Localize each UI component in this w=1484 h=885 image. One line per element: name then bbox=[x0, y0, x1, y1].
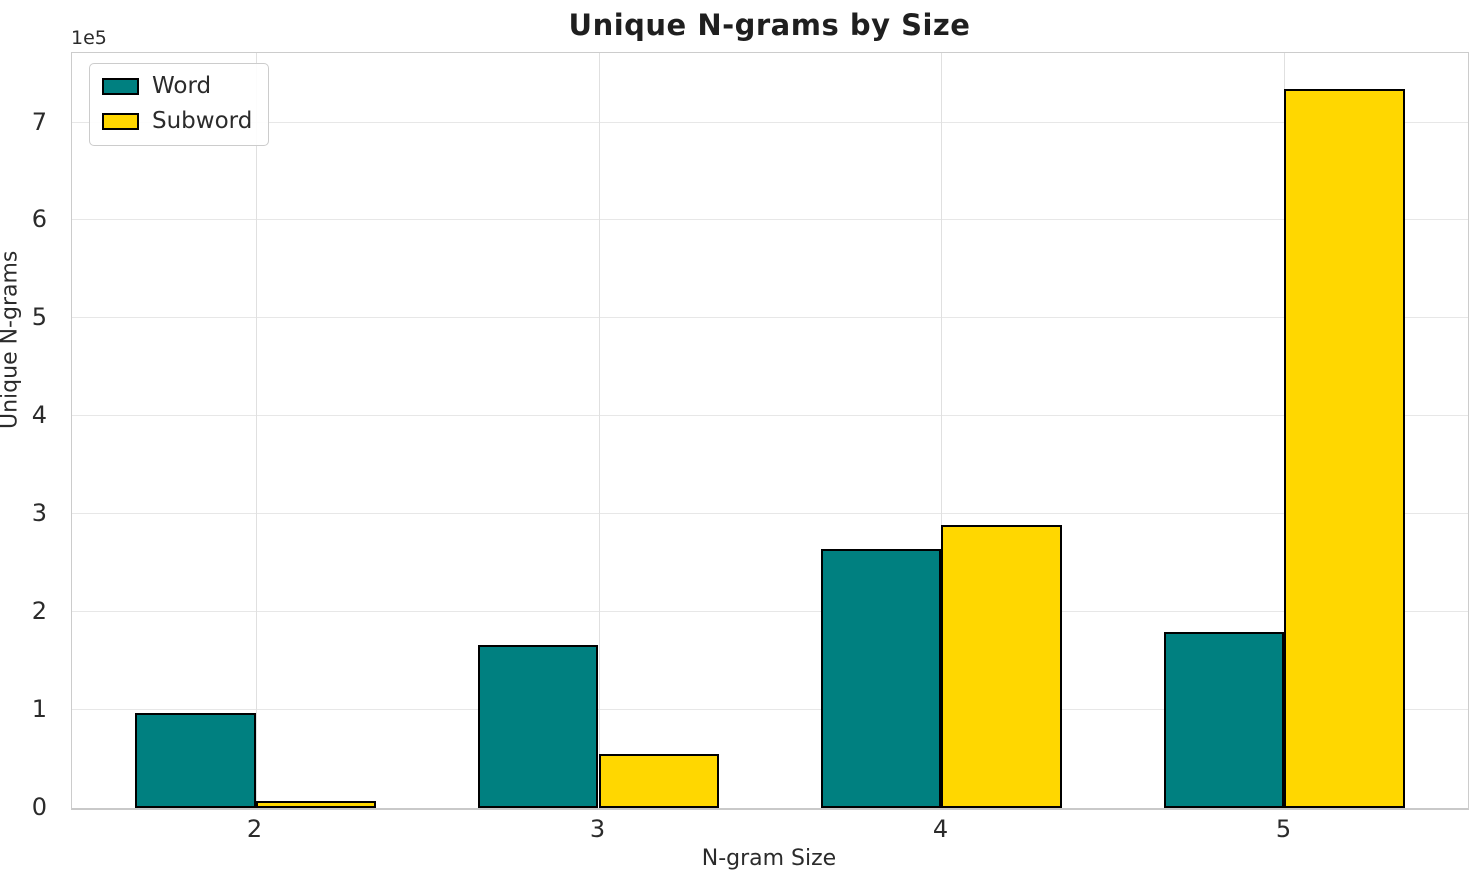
horizontal-gridline bbox=[72, 415, 1468, 417]
horizontal-gridline bbox=[72, 121, 1468, 123]
legend-swatch-subword bbox=[102, 113, 139, 131]
y-tick-label: 6 bbox=[31, 205, 47, 234]
horizontal-gridline bbox=[72, 219, 1468, 221]
vertical-gridline bbox=[598, 53, 600, 808]
y-tick-label: 7 bbox=[31, 107, 47, 136]
y-tick-label: 0 bbox=[31, 793, 47, 821]
legend-swatch-word bbox=[102, 78, 139, 96]
horizontal-gridline bbox=[72, 611, 1468, 613]
legend: Word Subword bbox=[89, 63, 270, 146]
x-tick-label: 4 bbox=[932, 815, 949, 843]
x-axis-ticks: 2 3 4 5 bbox=[71, 817, 1467, 847]
bar-word-3 bbox=[478, 645, 599, 808]
chart-title: Unique N-grams by Size bbox=[568, 8, 971, 42]
x-tick-label: 5 bbox=[1275, 815, 1292, 843]
bar-subword-3 bbox=[598, 754, 719, 808]
y-axis-offset-text: 1e5 bbox=[71, 27, 107, 49]
vertical-gridline bbox=[941, 53, 943, 808]
y-axis-ticks: 0 1 2 3 4 5 6 7 bbox=[0, 52, 60, 819]
legend-label-subword: Subword bbox=[152, 108, 253, 135]
y-tick-label: 3 bbox=[31, 499, 47, 528]
bar-word-2 bbox=[135, 713, 256, 808]
legend-item-subword: Subword bbox=[102, 108, 253, 135]
bar-subword-5 bbox=[1284, 89, 1405, 808]
horizontal-gridline bbox=[72, 709, 1468, 711]
x-axis-label: N-gram Size bbox=[701, 846, 837, 871]
vertical-gridline bbox=[255, 53, 257, 808]
y-tick-label: 1 bbox=[31, 695, 47, 724]
bar-subword-2 bbox=[255, 801, 376, 808]
x-tick-label: 2 bbox=[246, 815, 263, 843]
legend-item-word: Word bbox=[102, 73, 252, 99]
x-tick-label: 3 bbox=[589, 815, 606, 843]
y-tick-label: 2 bbox=[31, 597, 47, 626]
bar-word-4 bbox=[821, 548, 942, 808]
horizontal-gridline bbox=[72, 513, 1468, 515]
y-tick-label: 5 bbox=[31, 303, 47, 332]
bar-word-5 bbox=[1164, 631, 1285, 808]
plot-area: Word Subword bbox=[71, 52, 1469, 810]
y-tick-label: 4 bbox=[31, 401, 47, 430]
bar-subword-4 bbox=[941, 525, 1062, 808]
legend-label-word: Word bbox=[152, 73, 212, 99]
horizontal-gridline bbox=[72, 317, 1468, 319]
